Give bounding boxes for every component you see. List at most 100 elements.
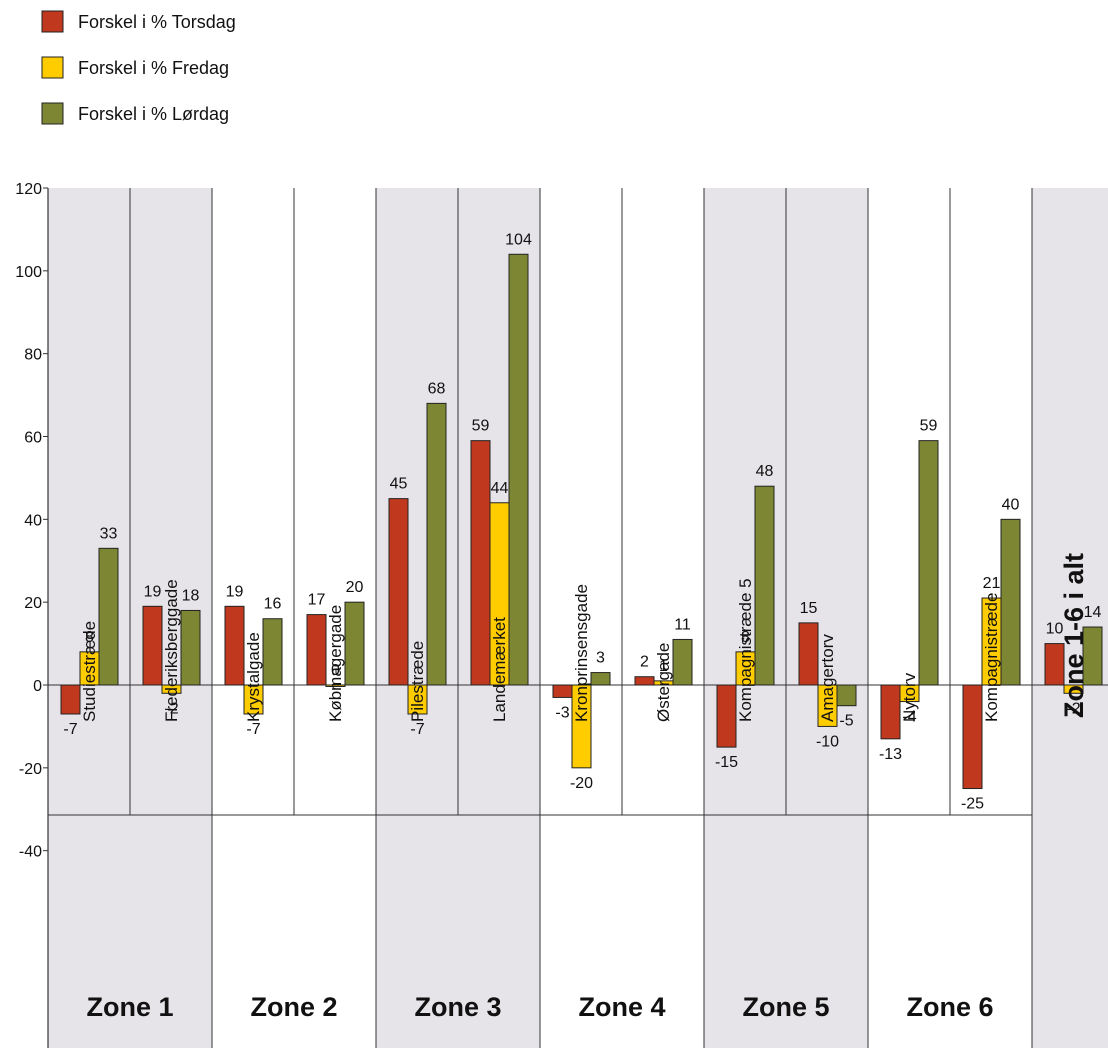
bar-forskel-i-torsdag-k-bmagergade [306,614,327,686]
y-tick-label: 100 [15,264,42,281]
bar-forskel-i-l-rdag-landem-rket [508,253,529,686]
zone-label-zone-2: Zone 2 [250,992,337,1022]
data-label: 14 [1084,604,1102,621]
data-label: 19 [226,583,244,600]
data-label: 8 [85,629,94,646]
data-label: -2 [164,700,178,717]
bar-forskel-i-torsdag-pilestr-de [388,498,409,686]
legend-swatch-forskel-i-l-rdag [41,102,64,125]
bar-forskel-i-torsdag-stergade [634,676,655,686]
data-label: -4 [902,709,916,726]
bar-forskel-i-torsdag-krystalgade [224,605,245,686]
data-label: 11 [674,616,691,633]
y-tick-label: 40 [24,512,42,529]
data-label: -20 [570,775,593,792]
category-label-amagertorv: Amagertorv [818,634,837,722]
legend-label-forskel-i-fredag: Forskel i % Fredag [78,58,229,78]
bar-forskel-i-l-rdag-kompagnistr-de [1000,518,1021,686]
bar-forskel-i-torsdag-landem-rket [470,440,491,686]
zone-label-zone-4: Zone 4 [578,992,665,1022]
bar-forskel-i-l-rdag-studiestr-de [98,547,119,686]
bar-forskel-i-l-rdag-krystalgade [262,618,283,686]
category-label-kompagnistr-de-5: Kompagnistræde 5 [736,578,755,722]
category-label-krystalgade: Krystalgade [244,632,263,722]
data-label: -7 [410,721,424,738]
bar-forskel-i-fredag-nytorv [899,684,920,703]
data-label: -2 [1066,700,1080,717]
bar-forskel-i-fredag-frederiksberggade [161,684,182,694]
bar-forskel-i-l-rdag-frederiksberggade [180,609,201,686]
zone-label-zone-3: Zone 3 [414,992,501,1022]
data-label: 16 [264,596,282,613]
grid-lines [43,187,1108,1048]
data-label: 3 [596,650,605,667]
bar-forskel-i-torsdag-frederiksberggade [142,605,163,686]
bar-forskel-i-torsdag-studiestr-de [60,684,81,715]
y-tick-label: 60 [24,430,42,447]
data-label: 104 [505,231,532,248]
category-label-k-bmagergade: Købmagergade [326,605,345,722]
y-tick-label: 0 [33,678,42,695]
data-label: -15 [715,754,738,771]
legend-label-forskel-i-torsdag: Forskel i % Torsdag [78,12,236,32]
bar-forskel-i-torsdag-kompagnistr-de [962,684,983,790]
y-tick-label: 120 [15,181,42,198]
y-tick-label: 80 [24,347,42,364]
bar-forskel-i-torsdag-kompagnistr-de-5 [716,684,737,748]
bar-forskel-i-l-rdag-zone-1-6-i-alt [1082,626,1103,686]
category-label-pilestr-de: Pilestræde [408,641,427,722]
data-label: -5 [839,713,853,730]
bar-forskel-i-l-rdag-nytorv [918,440,939,686]
category-label-stergade: Østergade [654,643,673,722]
category-label-nytorv: Nytorv [900,672,919,722]
bar-forskel-i-l-rdag-stergade [672,638,693,686]
data-label: 15 [800,600,818,617]
data-label: 20 [346,579,364,596]
data-label: 0 [331,662,340,679]
legend-label-forskel-i-l-rdag: Forskel i % Lørdag [78,104,229,124]
data-label: 21 [983,575,1001,592]
zone-label-zone-5: Zone 5 [742,992,829,1022]
bar-forskel-i-torsdag-nytorv [880,684,901,740]
bar-forskel-i-fredag-zone-1-6-i-alt [1063,684,1084,694]
category-label-studiestr-de: Studiestræde [80,621,99,722]
data-label: 18 [182,587,200,604]
zone-label-zone-6: Zone 6 [906,992,993,1022]
bar-forskel-i-l-rdag-k-bmagergade [344,601,365,686]
bar-forskel-i-l-rdag-kompagnistr-de-5 [754,485,775,686]
data-label: -25 [961,796,984,813]
data-label: 59 [920,418,938,435]
data-label: 1 [659,658,668,675]
bar-forskel-i-l-rdag-pilestr-de [426,402,447,686]
bar-forskel-i-fredag-pilestr-de [407,684,428,715]
data-label: 59 [472,418,490,435]
bars [60,253,1103,790]
data-label: -10 [816,733,839,750]
legend-swatch-forskel-i-fredag [41,56,64,79]
category-label-kronprinsensgade: Kronprinsensgade [572,584,591,722]
bar-forskel-i-torsdag-kronprinsensgade [552,684,573,698]
data-label: -7 [246,721,260,738]
y-tick-label: 20 [24,595,42,612]
bar-forskel-i-fredag-k-bmagergade [325,684,346,687]
data-label: 2 [640,654,649,671]
data-label: 19 [144,583,162,600]
data-label: 68 [428,380,446,397]
y-tick-label: -40 [19,844,42,861]
data-label: 40 [1002,496,1020,513]
y-tick-label: -20 [19,761,42,778]
data-label: -7 [63,721,77,738]
category-label-landem-rket: Landemærket [490,617,509,722]
data-label: -3 [555,704,569,721]
bar-forskel-i-l-rdag-amagertorv [836,684,857,707]
zone-background-total [1032,188,1108,1048]
category-label-kompagnistr-de: Kompagnistræde [982,593,1001,722]
legend-swatch-forskel-i-torsdag [41,10,64,33]
data-label: 17 [308,592,326,609]
data-label: -13 [879,746,902,763]
legend: Forskel i % Torsdag Forskel i % Fredag For… [41,10,236,125]
bar-forskel-i-torsdag-amagertorv [798,622,819,686]
data-label: 8 [741,629,750,646]
